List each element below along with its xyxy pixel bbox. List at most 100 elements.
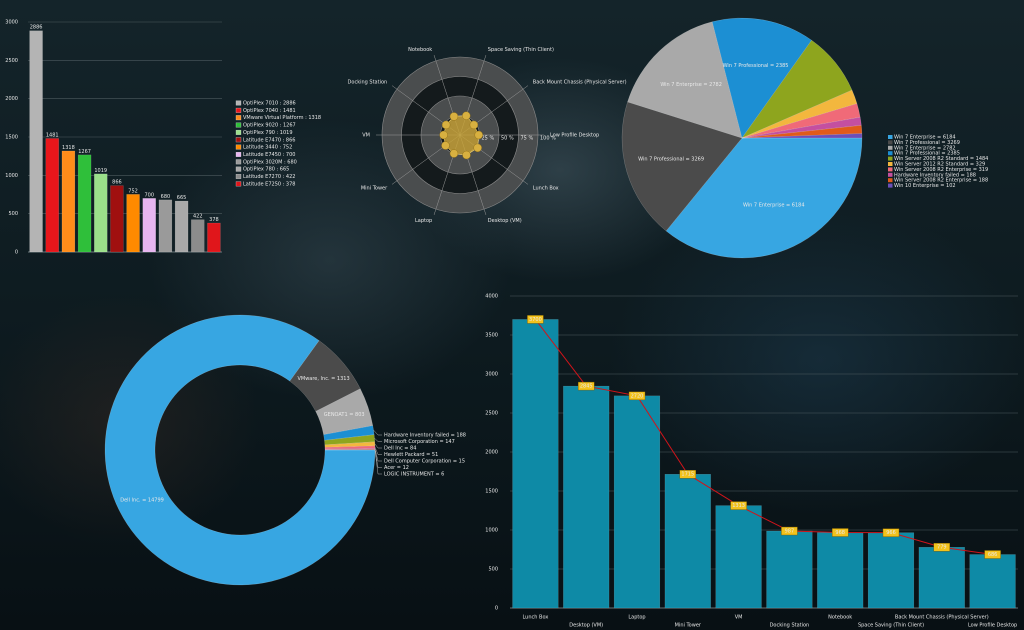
- value-label-box: [882, 528, 900, 537]
- legend-label: Latitude E7250 : 378: [243, 181, 295, 187]
- legend-swatch: [235, 144, 242, 150]
- bar-value-label: 752: [128, 188, 138, 194]
- slice-label: Microsoft Corporation = 147: [384, 439, 455, 445]
- legend-swatch: [888, 183, 893, 188]
- bar: [563, 385, 610, 609]
- x-tick-label: Low Profile Desktop: [968, 623, 1017, 629]
- y-tick-label: 0: [15, 250, 18, 256]
- bar: [918, 547, 965, 609]
- legend-label: Win 7 Enterprise = 2782: [894, 145, 956, 151]
- legend-swatch: [235, 151, 242, 157]
- bar-value-label: 1267: [78, 149, 91, 155]
- legend-swatch: [888, 135, 893, 139]
- value-label-box: [578, 381, 595, 391]
- legend-swatch: [235, 122, 242, 128]
- legend-swatch: [235, 137, 242, 143]
- legend-swatch: [888, 151, 893, 156]
- radar-tick-label: 100 %: [540, 136, 556, 142]
- bar-value-label: 1313: [732, 503, 745, 509]
- radar-category-label: Low Profile Desktop: [550, 133, 599, 139]
- bar: [94, 173, 108, 253]
- bar-value-label: 987: [785, 529, 795, 535]
- bar: [613, 395, 661, 609]
- x-tick-label: Docking Station: [770, 623, 810, 629]
- leader-line: [374, 447, 382, 455]
- radar-category-label: Lunch Box: [533, 185, 559, 191]
- radar-point: [449, 112, 459, 121]
- bar-value-label: 422: [193, 214, 203, 220]
- slice: [741, 89, 858, 139]
- slice: [315, 388, 374, 435]
- x-tick-label: Desktop (VM): [569, 623, 603, 629]
- trend-line: [535, 319, 993, 555]
- slice-label: Dell Computer Corporation = 15: [384, 459, 465, 465]
- slice: [741, 116, 862, 139]
- legend-swatch: [235, 166, 242, 172]
- slice-label: Win 7 Enterprise = 2782: [660, 82, 722, 88]
- legend-swatch: [235, 174, 242, 179]
- radar-category-label: Desktop (VM): [488, 218, 522, 224]
- bar-value-label: 1019: [94, 168, 107, 174]
- x-tick-label: VM: [735, 615, 743, 621]
- radar-category-label: VM: [362, 133, 370, 139]
- y-tick-label: 500: [8, 211, 18, 217]
- radar-category-label: Docking Station: [348, 80, 388, 86]
- legend-label: Win Server 2008 R2 Standard = 1484: [894, 156, 988, 162]
- y-tick-label: 1000: [5, 173, 18, 179]
- bar-value-label: 966: [886, 530, 896, 536]
- legend-label: Win Server 2008 R2 Enterprise = 319: [894, 167, 988, 173]
- legend-label: Hardware Inventory failed = 188: [894, 172, 976, 178]
- legend-swatch: [888, 167, 893, 172]
- leader-line: [373, 430, 382, 436]
- bar: [126, 194, 140, 253]
- bar-value-label: 866: [112, 180, 122, 186]
- bar: [512, 319, 559, 609]
- radar-point: [474, 130, 483, 140]
- radar-tick-label: 75 %: [521, 136, 534, 142]
- bar: [110, 185, 124, 253]
- legend-swatch: [888, 178, 893, 183]
- y-tick-label: 2500: [5, 58, 18, 64]
- x-tick-label: Space Saving (Thin Client): [858, 623, 924, 629]
- bar-value-label: 686: [988, 552, 998, 558]
- bar-value-label: 968: [835, 530, 845, 536]
- slice: [741, 133, 863, 139]
- y-tick-label: 0: [495, 606, 498, 612]
- value-label-box: [933, 543, 950, 552]
- bar: [191, 219, 205, 253]
- slice: [621, 101, 743, 232]
- leader-line: [374, 449, 382, 468]
- radar-point: [462, 111, 471, 120]
- y-tick-label: 2500: [485, 411, 498, 417]
- radar-point: [462, 150, 471, 160]
- legend-label: Win Server 2012 R2 Standard = 329: [894, 162, 985, 168]
- bar-value-label: 2845: [580, 384, 593, 390]
- legend-label: Latitude E7270 : 422: [243, 174, 295, 180]
- y-tick-label: 3000: [485, 372, 498, 378]
- legend-swatch: [888, 172, 893, 177]
- legend-label: Latitude 3440 : 752: [243, 145, 292, 151]
- y-tick-label: 3000: [5, 20, 18, 26]
- leader-line: [374, 438, 382, 442]
- legend-label: OptiPlex 7040 : 1481: [243, 108, 296, 114]
- legend-label: OptiPlex 9020 : 1267: [243, 123, 296, 129]
- legend-swatch: [235, 107, 242, 113]
- bar: [45, 138, 59, 253]
- y-tick-label: 3500: [485, 333, 498, 339]
- legend-label: Win 7 Enterprise = 6184: [894, 135, 956, 141]
- slice-label: Win 7 Professional = 2385: [723, 63, 789, 69]
- legend-swatch: [888, 145, 893, 150]
- slice-label: VMware, Inc. = 1313: [297, 376, 349, 382]
- radar-category-label: Notebook: [408, 47, 432, 53]
- legend-label: VMware Virtual Platform : 1318: [243, 115, 321, 121]
- y-tick-label: 1500: [485, 489, 498, 495]
- x-tick-label: Back Mount Chassis (Physical Server): [895, 615, 989, 621]
- radar-point: [441, 141, 450, 150]
- legend-label: OptiPlex 790 : 1019: [243, 130, 293, 136]
- bar: [867, 532, 915, 609]
- slice-label: Win 7 Professional = 3269: [638, 157, 704, 163]
- legend-label: Win 7 Professional = 2385: [894, 151, 960, 157]
- slice: [741, 125, 863, 139]
